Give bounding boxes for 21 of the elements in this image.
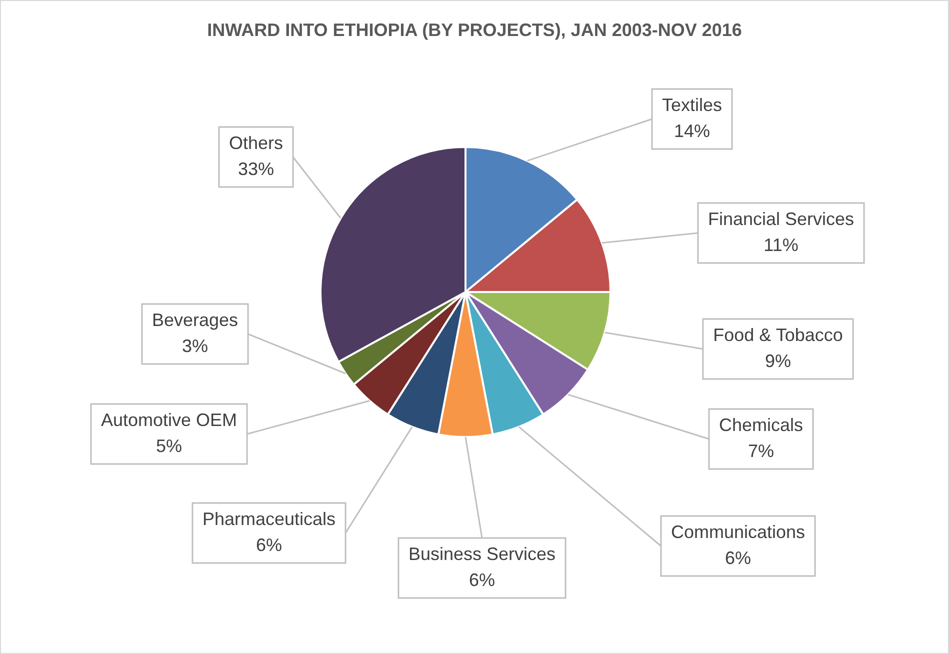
slice-label: Others (228, 132, 284, 153)
data-label: 7% (748, 440, 774, 461)
data-label: 9% (764, 350, 792, 371)
data-label: 11% (764, 234, 798, 255)
data-label: 6% (724, 548, 752, 568)
data-label: 6% (256, 534, 282, 555)
data-label: 14% (674, 120, 710, 141)
slice-label: Textiles (662, 94, 722, 115)
slice-label: Business Services (408, 544, 556, 564)
data-label: 3% (182, 336, 208, 356)
slice-label: Chemicals (718, 414, 804, 435)
slice-label: Beverages (152, 310, 238, 330)
slice-label: Communications (670, 522, 806, 542)
data-label: 5% (156, 436, 182, 456)
slice-label: Financial Services (708, 208, 854, 229)
data-label: 6% (468, 570, 496, 590)
slice-label: Food & Tobacco (713, 324, 843, 345)
data-label: 33% (238, 158, 274, 179)
slice-label: Pharmaceuticals (202, 508, 336, 529)
chart-title: INWARD INTO ETHIOPIA (BY PROJECTS), JAN 2003-NOV 2016 (207, 20, 742, 40)
slice-label: Automotive OEM (100, 410, 238, 430)
